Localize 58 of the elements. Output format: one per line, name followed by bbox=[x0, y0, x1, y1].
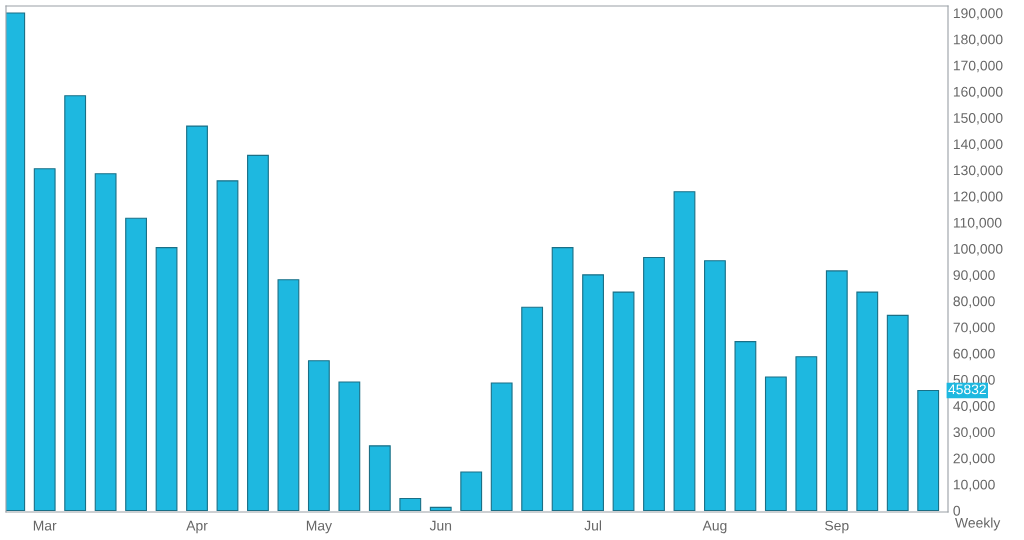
bar bbox=[795, 356, 818, 512]
bar bbox=[825, 270, 848, 512]
y-tick-label: 120,000 bbox=[953, 191, 1003, 204]
y-tick-label: 150,000 bbox=[953, 113, 1003, 125]
bar bbox=[277, 279, 300, 512]
annotation: 45832 bbox=[948, 384, 986, 395]
x-tick-label: Jul bbox=[584, 520, 602, 531]
x-tick-label: May bbox=[306, 520, 332, 534]
x-tick-label: Sep bbox=[825, 520, 849, 534]
bar bbox=[734, 341, 757, 512]
y-tick-label: 40,000 bbox=[953, 401, 995, 413]
bar bbox=[186, 125, 208, 512]
y-tick-label: 170,000 bbox=[953, 60, 1003, 73]
y-tick-label: 70,000 bbox=[953, 322, 995, 335]
y-tick-label: 90,000 bbox=[953, 270, 995, 282]
bar bbox=[33, 168, 56, 512]
y-tick-label: 20,000 bbox=[953, 453, 995, 465]
x-tick-label: Aug bbox=[702, 520, 727, 534]
bar bbox=[155, 247, 178, 512]
y-tick-label: 140,000 bbox=[953, 139, 1003, 151]
y-tick-label: 30,000 bbox=[953, 427, 995, 439]
bar bbox=[704, 260, 726, 512]
bar bbox=[216, 180, 239, 512]
bar bbox=[917, 389, 940, 512]
bar bbox=[338, 381, 361, 512]
y-tick-label: 100,000 bbox=[953, 243, 1003, 256]
bar bbox=[307, 360, 330, 512]
y-tick-label: 80,000 bbox=[953, 296, 995, 308]
y-tick-label: 190,000 bbox=[953, 8, 1003, 20]
x-tick-label: Apr bbox=[186, 520, 208, 534]
bar bbox=[399, 497, 422, 512]
bar bbox=[368, 445, 391, 512]
bar bbox=[886, 314, 909, 512]
bar bbox=[643, 256, 665, 512]
bar bbox=[460, 471, 483, 512]
bar bbox=[856, 291, 879, 512]
bar bbox=[125, 217, 148, 512]
bar bbox=[247, 154, 269, 512]
y-tick-label: 110,000 bbox=[953, 217, 1002, 230]
text: Weekly bbox=[955, 517, 1001, 531]
bar bbox=[490, 382, 513, 512]
bar bbox=[673, 191, 696, 512]
bar bbox=[612, 291, 635, 512]
bar bbox=[521, 306, 544, 512]
y-tick-label: 130,000 bbox=[953, 165, 1003, 177]
bar bbox=[582, 274, 604, 512]
bar bbox=[764, 376, 787, 512]
bar bbox=[429, 506, 452, 512]
y-tick-label: 10,000 bbox=[953, 479, 995, 492]
bar bbox=[551, 247, 574, 512]
x-tick-label: Mar bbox=[33, 520, 57, 531]
bar bbox=[64, 95, 87, 512]
x-tick-label: Jun bbox=[429, 520, 452, 531]
y-tick-label: 160,000 bbox=[953, 86, 1003, 99]
y-tick-label: 0 bbox=[953, 505, 961, 516]
y-tick-label: 60,000 bbox=[953, 348, 995, 361]
y-tick-label: 180,000 bbox=[953, 34, 1003, 46]
bar bbox=[94, 173, 117, 512]
